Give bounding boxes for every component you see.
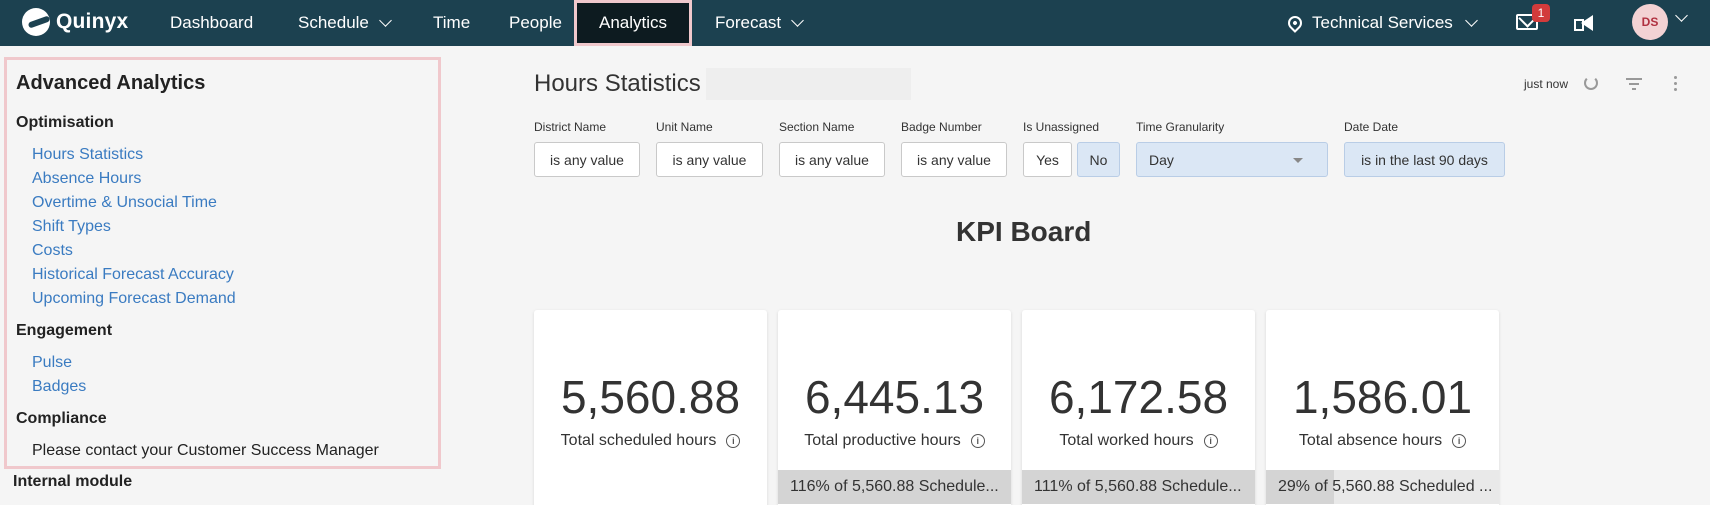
sidebar-link-hours-statistics[interactable]: Hours Statistics: [32, 146, 144, 163]
kpi-label: Total absence hours: [1298, 432, 1443, 449]
filter-label-unassigned: Is Unassigned: [1023, 120, 1100, 134]
kpi-comparison-footer: 111% of 5,560.88 Schedule...: [1022, 470, 1255, 504]
time-granularity-value: Day: [1149, 151, 1174, 168]
notification-badge: 1: [1532, 4, 1550, 22]
megaphone-icon[interactable]: [1574, 15, 1594, 31]
nav-analytics[interactable]: Analytics: [573, 0, 693, 46]
nav-time-label: Time: [433, 13, 471, 32]
chevron-down-icon: [379, 14, 392, 27]
kpi-comparison-footer: 29% of 5,560.88 Scheduled ...: [1266, 470, 1499, 504]
brand-name: Quinyx: [56, 10, 129, 33]
refresh-icon[interactable]: [1584, 76, 1598, 90]
kpi-card-productive: 6,445.13 Total productive hours i 116% o…: [778, 310, 1011, 505]
kpi-card-worked: 6,172.58 Total worked hours i 111% of 5,…: [1022, 310, 1255, 505]
kpi-comparison-text: 29% of 5,560.88 Scheduled ...: [1278, 478, 1493, 495]
sidebar-link-overtime[interactable]: Overtime & Unsocial Time: [32, 194, 217, 211]
nav-people[interactable]: People: [509, 0, 562, 46]
group-engagement: Engagement: [16, 322, 113, 339]
quinyx-logo[interactable]: Quinyx: [22, 8, 128, 36]
kpi-value: 5,560.88: [560, 371, 741, 423]
page-title: Hours Statistics: [534, 70, 701, 97]
quinyx-logo-icon: [22, 8, 50, 36]
kpi-value: 6,445.13: [804, 371, 985, 423]
last-updated: just now: [1524, 77, 1569, 91]
filter-label-date: Date Date: [1344, 120, 1399, 134]
unassigned-yes-button[interactable]: Yes: [1023, 142, 1072, 177]
section-name-filter[interactable]: is any value: [779, 142, 885, 177]
location-pin-icon: [1285, 13, 1305, 33]
kpi-value: 1,586.01: [1292, 371, 1473, 423]
sidebar-link-badges[interactable]: Badges: [32, 378, 87, 395]
badge-number-filter[interactable]: is any value: [901, 142, 1007, 177]
mail-icon[interactable]: [1516, 14, 1538, 30]
nav-analytics-label: Analytics: [599, 13, 668, 32]
kpi-comparison-footer: 116% of 5,560.88 Schedule...: [778, 470, 1011, 504]
unassigned-no-button[interactable]: No: [1077, 142, 1120, 177]
kpi-label-row: Total scheduled hours i: [534, 432, 767, 450]
kpi-value: 6,172.58: [1048, 371, 1229, 423]
district-name-filter[interactable]: is any value: [534, 142, 640, 177]
group-compliance: Compliance: [16, 410, 107, 427]
unit-name-filter[interactable]: is any value: [656, 142, 763, 177]
title-background: [706, 68, 911, 100]
group-optimisation: Optimisation: [16, 114, 114, 131]
filter-label-section: Section Name: [779, 120, 855, 134]
kpi-card-scheduled: 5,560.88 Total scheduled hours i: [534, 310, 767, 505]
kpi-label: Total productive hours: [804, 432, 961, 449]
kpi-label: Total scheduled hours: [560, 432, 717, 449]
filter-icon[interactable]: [1626, 78, 1642, 90]
info-icon[interactable]: i: [970, 434, 985, 448]
kpi-board-title: KPI Board: [956, 216, 1092, 247]
time-granularity-select[interactable]: Day: [1136, 142, 1328, 177]
chevron-down-icon: [791, 14, 805, 27]
kpi-label-row: Total absence hours i: [1266, 432, 1499, 450]
sidebar-link-shift-types[interactable]: Shift Types: [32, 218, 111, 235]
comparison-fill: [1266, 470, 1334, 504]
comparison-fill: [1022, 470, 1255, 504]
kpi-label-row: Total productive hours i: [778, 432, 1011, 450]
sidebar-link-upcoming-forecast-demand[interactable]: Upcoming Forecast Demand: [32, 290, 236, 307]
kpi-label-row: Total worked hours i: [1022, 432, 1255, 450]
nav-forecast-label: Forecast: [715, 13, 782, 32]
kpi-label: Total worked hours: [1059, 432, 1194, 449]
more-options-icon[interactable]: [1674, 76, 1678, 92]
chevron-down-icon: [1464, 14, 1478, 27]
nav-people-label: People: [509, 13, 562, 32]
filter-label-unit: Unit Name: [656, 120, 713, 134]
avatar[interactable]: DS: [1632, 4, 1668, 40]
nav-forecast[interactable]: Forecast: [715, 0, 805, 46]
nav-dashboard[interactable]: Dashboard: [170, 0, 253, 46]
sidebar-link-absence-hours[interactable]: Absence Hours: [32, 170, 142, 187]
sidebar-title: Advanced Analytics: [16, 72, 206, 94]
kpi-comparison-text: 116% of 5,560.88 Schedule...: [790, 478, 999, 495]
location-label: Technical Services: [1312, 13, 1453, 32]
caret-down-icon: [1293, 158, 1303, 163]
location-selector[interactable]: Technical Services: [1285, 0, 1478, 46]
nav-dashboard-label: Dashboard: [170, 13, 254, 32]
filter-label-district: District Name: [534, 120, 607, 134]
comparison-fill: [778, 470, 1011, 504]
info-icon[interactable]: i: [726, 434, 741, 448]
group-internal-module: Internal module: [13, 473, 133, 490]
date-filter[interactable]: is in the last 90 days: [1344, 142, 1505, 177]
filter-label-badge: Badge Number: [901, 120, 982, 134]
filter-label-granularity: Time Granularity: [1136, 120, 1225, 134]
sidebar-link-pulse[interactable]: Pulse: [32, 354, 73, 371]
info-icon[interactable]: i: [1452, 434, 1467, 448]
advanced-analytics-sidebar: Advanced Analytics Optimisation Hours St…: [4, 57, 441, 469]
info-icon[interactable]: i: [1203, 434, 1218, 448]
top-navigation-bar: Quinyx Dashboard Schedule Time People An…: [0, 0, 1710, 46]
kpi-card-absence: 1,586.01 Total absence hours i 29% of 5,…: [1266, 310, 1499, 505]
sidebar-link-costs[interactable]: Costs: [32, 242, 73, 259]
nav-schedule[interactable]: Schedule: [298, 0, 392, 46]
sidebar-link-historical-forecast-accuracy[interactable]: Historical Forecast Accuracy: [32, 266, 234, 283]
nav-schedule-label: Schedule: [298, 13, 369, 32]
kpi-comparison-text: 111% of 5,560.88 Schedule...: [1034, 478, 1242, 495]
nav-time[interactable]: Time: [433, 0, 470, 46]
compliance-message: Please contact your Customer Success Man…: [32, 442, 379, 459]
chevron-down-icon[interactable]: [1675, 9, 1688, 22]
